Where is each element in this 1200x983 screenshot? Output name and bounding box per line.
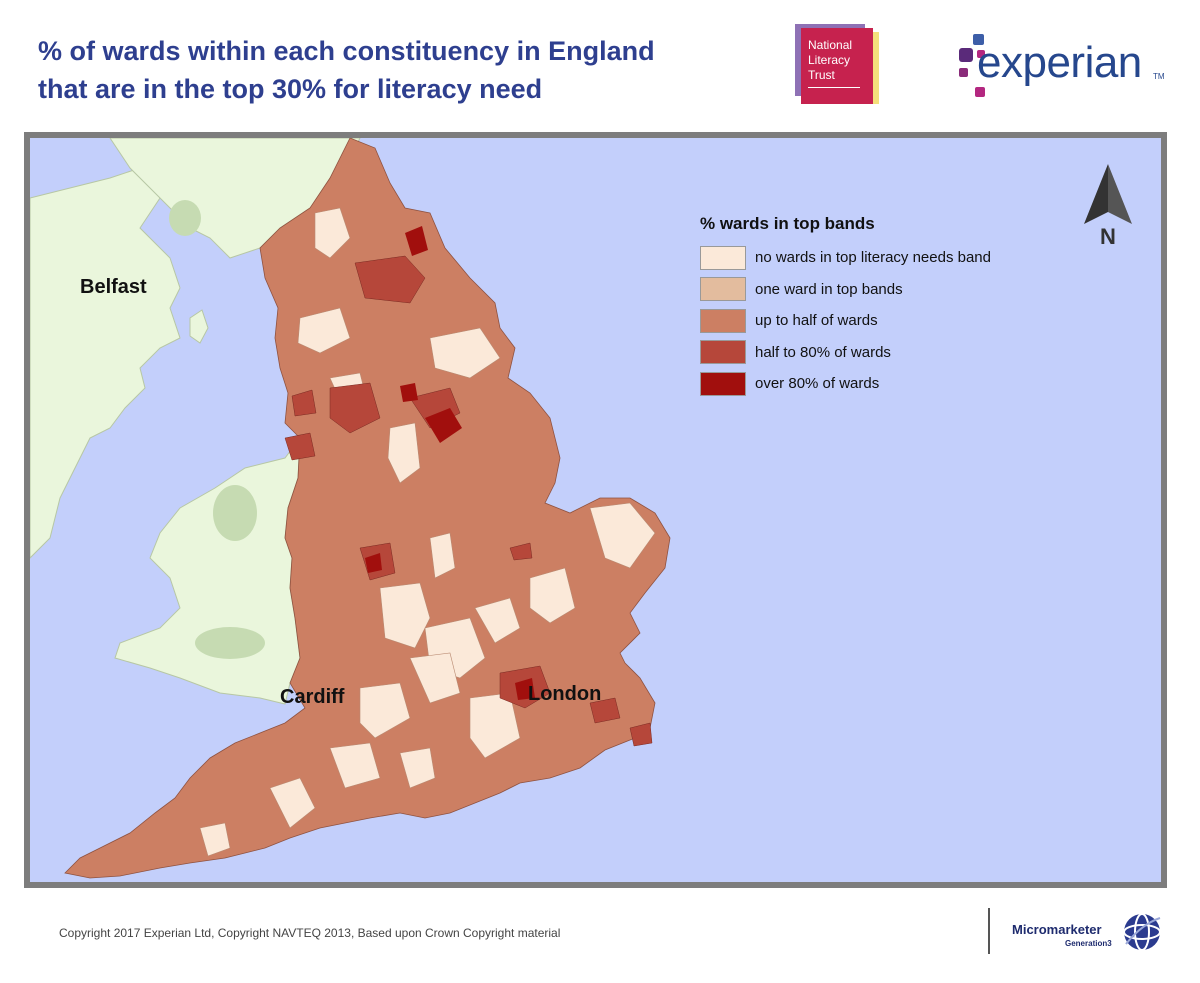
constituency-high bbox=[291, 389, 317, 417]
legend-label: half to 80% of wards bbox=[755, 343, 891, 361]
constituency-low bbox=[474, 597, 521, 644]
map-graphic bbox=[30, 138, 671, 879]
cardiff-label: Cardiff bbox=[280, 686, 345, 708]
national-literacy-trust-logo: National Literacy Trust bbox=[795, 24, 883, 110]
legend-swatch bbox=[700, 277, 746, 302]
map-title: % of wards within each constituency in E… bbox=[38, 32, 655, 108]
constituency-low bbox=[199, 822, 231, 857]
constituency-very-high bbox=[400, 383, 418, 402]
constituency-high bbox=[589, 697, 621, 724]
experian-logo: experian TM bbox=[955, 32, 1165, 102]
experian-wordmark: experian bbox=[977, 38, 1142, 87]
irish-uplands bbox=[169, 200, 201, 236]
micromarketer-generation: Generation3 bbox=[1065, 939, 1112, 948]
experian-dots-icon bbox=[959, 34, 985, 97]
constituency-very-high bbox=[405, 226, 428, 256]
legend-swatch bbox=[700, 308, 746, 333]
micromarketer-name: Micromarketer bbox=[1012, 922, 1102, 937]
map-panel: Belfast Cardiff London % wards in top ba… bbox=[24, 132, 1167, 888]
nlt-logo-underline bbox=[808, 87, 860, 88]
constituency-low bbox=[329, 742, 381, 789]
experian-trademark: TM bbox=[1153, 72, 1165, 81]
constituency-low bbox=[269, 777, 316, 829]
constituency-low bbox=[529, 567, 576, 624]
constituency-low bbox=[297, 307, 351, 354]
welsh-uplands bbox=[195, 627, 265, 659]
north-label: N bbox=[1100, 224, 1116, 249]
constituency-low bbox=[399, 747, 436, 789]
constituency-very-high bbox=[515, 678, 535, 700]
legend-item: over 80% of wards bbox=[700, 368, 991, 400]
london-label: London bbox=[528, 683, 602, 705]
legend: % wards in top bands no wards in top lit… bbox=[700, 214, 991, 400]
constituency-low bbox=[379, 582, 431, 649]
constituency-low bbox=[314, 207, 351, 259]
legend-item: up to half of wards bbox=[700, 305, 991, 337]
micromarketer-logo: Micromarketer Generation3 bbox=[1000, 908, 1170, 958]
legend-swatch bbox=[700, 340, 746, 365]
wales-land bbox=[114, 436, 301, 705]
legend-item: no wards in top literacy needs band bbox=[700, 242, 991, 274]
map-title-line2: that are in the top 30% for literacy nee… bbox=[38, 74, 543, 104]
isle-of-man-land bbox=[189, 309, 209, 344]
belfast-label: Belfast bbox=[80, 276, 147, 298]
legend-title: % wards in top bands bbox=[700, 214, 875, 233]
footer-divider bbox=[988, 908, 990, 954]
map-title-line1: % of wards within each constituency in E… bbox=[38, 36, 655, 66]
nlt-logo-text: National Literacy Trust bbox=[808, 38, 853, 82]
constituency-low bbox=[387, 422, 421, 484]
ireland-land bbox=[30, 167, 181, 559]
legend-item: one ward in top bands bbox=[700, 274, 991, 306]
welsh-uplands bbox=[213, 485, 257, 541]
constituency-very-high bbox=[365, 553, 382, 573]
globe-icon bbox=[1123, 913, 1161, 951]
legend-item: half to 80% of wards bbox=[700, 337, 991, 369]
constituency-high bbox=[354, 255, 426, 304]
copyright-text: Copyright 2017 Experian Ltd, Copyright N… bbox=[59, 926, 561, 940]
legend-label: over 80% of wards bbox=[755, 375, 880, 393]
constituency-low bbox=[409, 652, 461, 704]
constituency-low bbox=[429, 532, 456, 579]
constituency-low bbox=[359, 682, 411, 739]
legend-swatch bbox=[700, 371, 746, 396]
legend-label: up to half of wards bbox=[755, 312, 878, 330]
legend-swatch bbox=[700, 245, 746, 270]
north-arrow-icon bbox=[1084, 164, 1132, 224]
legend-label: no wards in top literacy needs band bbox=[755, 249, 991, 267]
constituency-very-high bbox=[425, 408, 462, 443]
constituency-low bbox=[429, 327, 501, 379]
legend-label: one ward in top bands bbox=[755, 280, 903, 298]
constituency-high bbox=[629, 722, 653, 747]
constituency-high bbox=[284, 432, 316, 461]
constituency-low bbox=[589, 502, 656, 569]
constituency-high bbox=[509, 542, 533, 561]
constituency-high bbox=[329, 382, 381, 434]
